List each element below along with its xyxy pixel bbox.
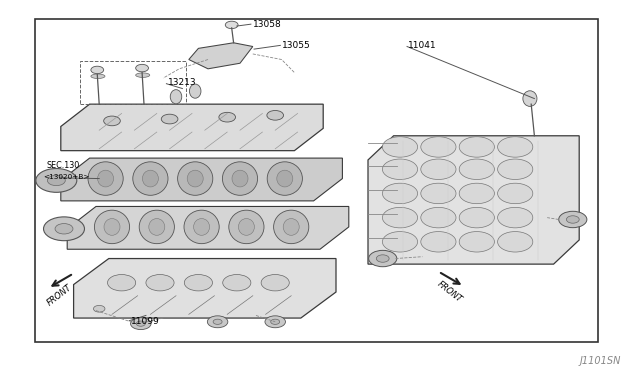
Ellipse shape xyxy=(178,162,212,195)
Circle shape xyxy=(271,319,280,324)
Ellipse shape xyxy=(421,137,456,157)
Text: 11041: 11041 xyxy=(408,41,437,50)
Polygon shape xyxy=(189,43,253,69)
Ellipse shape xyxy=(223,162,258,195)
Ellipse shape xyxy=(498,208,533,228)
Bar xyxy=(80,61,186,104)
Ellipse shape xyxy=(140,210,174,244)
Text: 13213: 13213 xyxy=(168,78,196,87)
Circle shape xyxy=(213,319,222,324)
Text: 11099: 11099 xyxy=(131,317,160,326)
Polygon shape xyxy=(74,259,336,318)
Bar xyxy=(35,19,598,342)
Circle shape xyxy=(223,275,251,291)
Ellipse shape xyxy=(498,159,533,179)
Ellipse shape xyxy=(498,231,533,252)
Ellipse shape xyxy=(460,231,495,252)
Ellipse shape xyxy=(268,162,303,195)
Ellipse shape xyxy=(189,84,201,98)
Ellipse shape xyxy=(383,137,418,157)
Ellipse shape xyxy=(133,162,168,195)
Ellipse shape xyxy=(136,73,150,77)
Circle shape xyxy=(207,316,228,328)
Circle shape xyxy=(376,255,389,262)
Ellipse shape xyxy=(193,218,210,235)
Circle shape xyxy=(261,275,289,291)
Circle shape xyxy=(369,250,397,267)
Circle shape xyxy=(184,275,212,291)
Ellipse shape xyxy=(498,137,533,157)
Ellipse shape xyxy=(421,159,456,179)
Circle shape xyxy=(104,116,120,126)
Circle shape xyxy=(108,275,136,291)
Ellipse shape xyxy=(523,91,537,106)
Ellipse shape xyxy=(421,231,456,252)
Ellipse shape xyxy=(229,210,264,244)
Text: FRONT: FRONT xyxy=(45,283,74,307)
Circle shape xyxy=(265,316,285,328)
Circle shape xyxy=(566,216,579,223)
Circle shape xyxy=(47,175,65,186)
Circle shape xyxy=(55,224,73,234)
Circle shape xyxy=(559,211,587,228)
Ellipse shape xyxy=(98,170,114,187)
Ellipse shape xyxy=(187,170,204,187)
Text: SEC.130: SEC.130 xyxy=(46,161,79,170)
Ellipse shape xyxy=(383,183,418,203)
Ellipse shape xyxy=(232,170,248,187)
Ellipse shape xyxy=(283,218,300,235)
Circle shape xyxy=(36,169,77,192)
Ellipse shape xyxy=(383,208,418,228)
Ellipse shape xyxy=(104,218,120,235)
Polygon shape xyxy=(67,206,349,249)
Ellipse shape xyxy=(421,183,456,203)
Polygon shape xyxy=(61,104,323,151)
Circle shape xyxy=(136,321,145,326)
Text: 13058: 13058 xyxy=(253,20,282,29)
Circle shape xyxy=(219,112,236,122)
Circle shape xyxy=(146,275,174,291)
Circle shape xyxy=(93,305,105,312)
Circle shape xyxy=(131,318,151,330)
Text: <13020+B>: <13020+B> xyxy=(43,174,90,180)
Text: FRONT: FRONT xyxy=(436,280,464,304)
Polygon shape xyxy=(61,158,342,201)
Ellipse shape xyxy=(142,170,158,187)
Polygon shape xyxy=(368,136,579,264)
Ellipse shape xyxy=(460,183,495,203)
Ellipse shape xyxy=(277,170,293,187)
Ellipse shape xyxy=(383,159,418,179)
Ellipse shape xyxy=(460,159,495,179)
Ellipse shape xyxy=(149,218,165,235)
Ellipse shape xyxy=(95,210,129,244)
Circle shape xyxy=(225,21,238,29)
Circle shape xyxy=(267,110,284,120)
Ellipse shape xyxy=(184,210,219,244)
Ellipse shape xyxy=(274,210,309,244)
Circle shape xyxy=(161,114,178,124)
Ellipse shape xyxy=(460,208,495,228)
Ellipse shape xyxy=(498,183,533,203)
Ellipse shape xyxy=(170,90,182,104)
Ellipse shape xyxy=(238,218,255,235)
Ellipse shape xyxy=(88,162,124,195)
Ellipse shape xyxy=(91,74,105,78)
Ellipse shape xyxy=(383,231,418,252)
Text: 13055: 13055 xyxy=(282,41,310,50)
Circle shape xyxy=(136,64,148,72)
Ellipse shape xyxy=(460,137,495,157)
Text: J1101SN: J1101SN xyxy=(579,356,621,366)
Circle shape xyxy=(44,217,84,241)
Circle shape xyxy=(91,66,104,74)
Ellipse shape xyxy=(421,208,456,228)
